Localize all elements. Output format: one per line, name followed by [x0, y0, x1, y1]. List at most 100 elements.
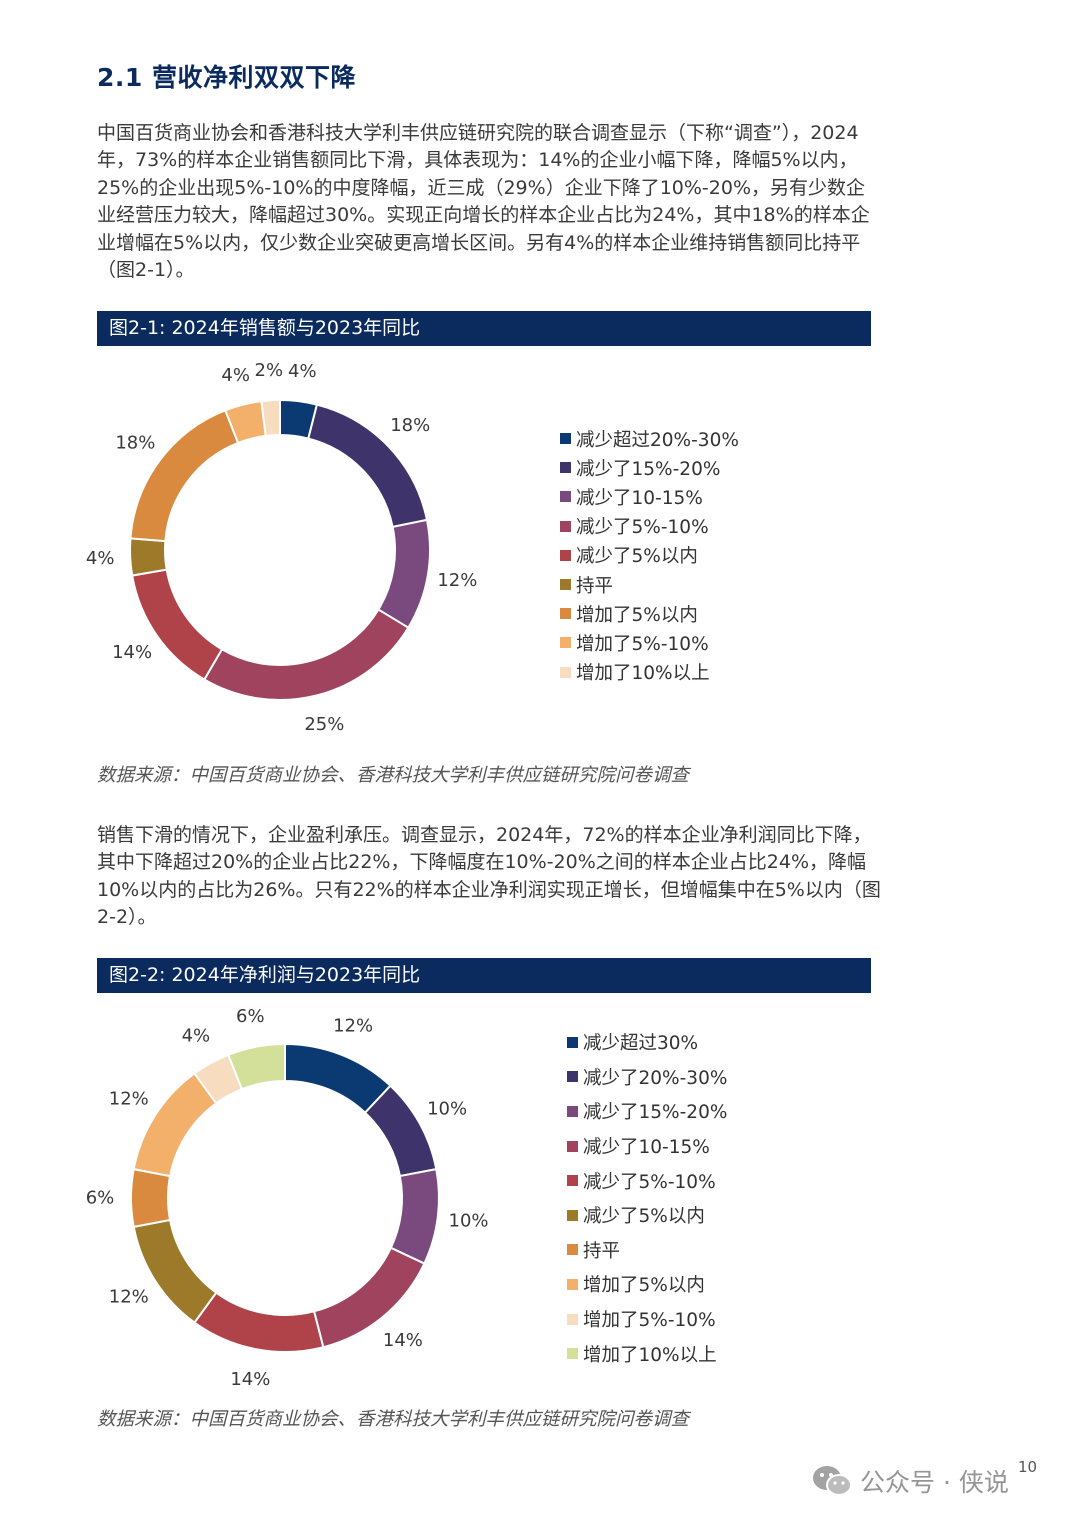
slice-data-label: 4% [221, 365, 250, 386]
slice-data-label: 6% [236, 1006, 265, 1027]
page-number: 10 [1018, 1458, 1038, 1476]
slice-data-label: 12% [437, 570, 477, 591]
legend-label: 减少了10-15% [583, 1137, 710, 1159]
legend-swatch [567, 1140, 578, 1152]
legend-label: 增加了10%以上 [576, 663, 710, 685]
profit-paragraph: 销售下滑的情况下，企业盈利承压。调查显示，2024年，72%的样本企业净利润同比… [97, 824, 881, 929]
slice-data-label: 12% [333, 1015, 373, 1036]
slice-data-label: 10% [427, 1098, 467, 1119]
legend-item: 减少了5%以内 [560, 541, 739, 570]
legend-item: 减少了15%-20% [560, 453, 739, 482]
legend-item: 减少超过20%-30% [560, 424, 739, 453]
legend-swatch [567, 1175, 578, 1187]
legend-item: 增加了5%以内 [560, 599, 739, 628]
legend-swatch [567, 1348, 578, 1360]
legend-item: 增加了10%以上 [560, 658, 739, 687]
donut-chart-sales: 4%18%12%25%14%4%18%4% 2% [86, 360, 477, 735]
legend-label: 减少了20%-30% [583, 1067, 728, 1089]
legend-item: 减少了5%-10% [567, 1163, 727, 1198]
legend-label: 增加了5%以内 [583, 1275, 705, 1297]
legend-swatch [567, 1071, 578, 1083]
source-note-1: 数据来源：中国百货商业协会、香港科技大学利丰供应链研究院问卷调查 [97, 765, 690, 786]
legend-swatch [560, 608, 571, 620]
slice-data-label: 14% [112, 642, 152, 663]
slice-data-label: 6% [86, 1188, 115, 1209]
legend-label: 增加了5%-10% [583, 1310, 716, 1332]
legend-swatch [560, 549, 571, 561]
legend-label: 减少了15%-20% [583, 1102, 728, 1124]
slice-data-label: 12% [109, 1088, 149, 1109]
donut-slice [129, 409, 240, 543]
donut-slice [377, 518, 431, 630]
legend-swatch [560, 637, 571, 649]
legend-label: 减少了5%以内 [583, 1206, 705, 1228]
donut-slice [227, 1042, 286, 1091]
legend-swatch [567, 1313, 578, 1325]
legend-label: 减少了5%以内 [576, 546, 698, 568]
legend-swatch [560, 520, 571, 532]
legend-swatch [567, 1105, 578, 1117]
source-note-2: 数据来源：中国百货商业协会、香港科技大学利丰供应链研究院问卷调查 [97, 1409, 690, 1430]
legend-item: 减少了20%-30% [567, 1060, 727, 1095]
legend-item: 减少了5%-10% [560, 512, 739, 541]
legend-item: 减少了10-15% [560, 482, 739, 511]
legend-swatch [560, 491, 571, 503]
donut-slice [193, 1291, 325, 1353]
legend-label: 持平 [583, 1240, 621, 1262]
figure-title-1: 图2-1: 2024年销售额与2023年同比 [97, 311, 871, 346]
slice-data-label: 14% [383, 1330, 423, 1351]
legend-sales: 减少超过20%-30% 减少了15%-20% 减少了10-15% 减少了5%-10% 减… [560, 424, 739, 687]
legend-label: 减少了5%-10% [576, 517, 709, 539]
donut-slice [130, 1167, 172, 1229]
legend-item: 增加了10%以上 [567, 1336, 727, 1371]
section-heading: 2.1 营收净利双双下降 [97, 63, 356, 92]
legend-item: 增加了5%-10% [560, 628, 739, 657]
donut-slice [129, 537, 168, 577]
slice-data-label: 4% [182, 1025, 211, 1046]
wechat-icon [813, 1466, 852, 1496]
legend-swatch [567, 1244, 578, 1256]
slice-data-label: 4% [288, 361, 317, 382]
legend-label: 增加了10%以上 [583, 1344, 717, 1366]
slice-data-label: 14% [230, 1369, 270, 1390]
legend-item: 持平 [567, 1233, 727, 1268]
legend-label: 减少了15%-20% [576, 458, 721, 480]
slice-data-label: 25% [304, 714, 344, 735]
legend-swatch [560, 462, 571, 474]
slice-data-label: 18% [115, 432, 155, 453]
legend-item: 持平 [560, 570, 739, 599]
slice-data-label: 12% [109, 1287, 149, 1308]
legend-item: 增加了5%-10% [567, 1302, 727, 1337]
legend-swatch [567, 1209, 578, 1221]
legend-item: 减少了15%-20% [567, 1094, 727, 1129]
slice-data-label: 4% [86, 548, 115, 569]
legend-swatch [567, 1278, 578, 1290]
slice-data-label: 10% [449, 1211, 489, 1232]
legend-swatch [567, 1036, 578, 1048]
intro-paragraph: 中国百货商业协会和香港科技大学利丰供应链研究院的联合调查显示（下称“调查”），2… [97, 122, 870, 282]
watermark: 公众号 · 侠说 [812, 1463, 1009, 1499]
legend-label: 持平 [576, 575, 614, 597]
donut-slice [389, 1167, 440, 1265]
donut-chart-profit: 12% 10% 10% 14% 14% 12% 6% 12% 4% 6% [86, 1006, 489, 1390]
watermark-text: 公众号 · 侠说 [860, 1468, 1009, 1497]
legend-swatch [560, 666, 571, 678]
donut-slice [202, 608, 410, 701]
legend-profit: 减少超过30% 减少了20%-30% 减少了15%-20% 减少了10-15% 减少了5… [567, 1025, 727, 1371]
legend-swatch [560, 579, 571, 591]
legend-item: 减少超过30% [567, 1025, 727, 1060]
donut-slice [260, 398, 281, 438]
slice-data-label: 2% [255, 360, 284, 381]
legend-item: 减少了5%以内 [567, 1198, 727, 1233]
legend-swatch [560, 433, 571, 445]
legend-label: 减少超过30% [583, 1033, 699, 1055]
legend-label: 增加了5%-10% [576, 633, 709, 655]
legend-label: 减少了5%-10% [583, 1171, 716, 1193]
legend-item: 增加了5%以内 [567, 1267, 727, 1302]
legend-label: 减少了10-15% [576, 487, 703, 509]
legend-label: 增加了5%以内 [576, 604, 698, 626]
figure-title-2: 图2-2: 2024年净利润与2023年同比 [97, 958, 871, 993]
legend-item: 减少了10-15% [567, 1129, 727, 1164]
legend-label: 减少超过20%-30% [576, 429, 739, 451]
slice-data-label: 18% [390, 415, 430, 436]
